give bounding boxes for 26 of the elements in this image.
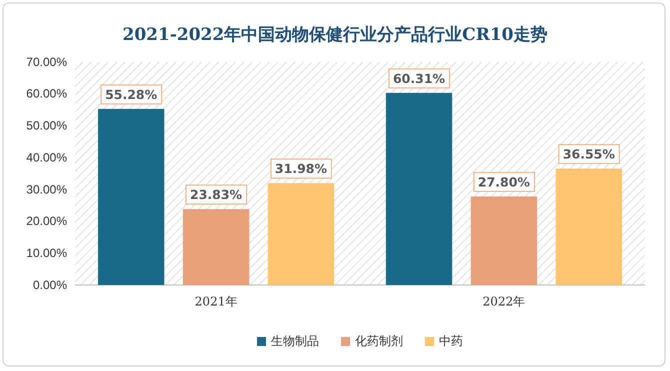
data-label: 23.83%: [190, 187, 243, 202]
x-tick-label: 2022年: [482, 294, 526, 309]
y-tick-label: 10.00%: [26, 246, 68, 260]
y-tick-label: 40.00%: [26, 150, 68, 164]
y-tick-label: 0.00%: [32, 278, 68, 292]
bar: [386, 92, 452, 285]
bar: [182, 209, 250, 285]
bar: [98, 108, 164, 285]
bar: [470, 196, 538, 285]
data-label: 36.55%: [562, 146, 616, 162]
y-tick-label: 60.00%: [26, 86, 68, 101]
y-tick-label: 70.00%: [26, 54, 68, 69]
legend-label: 生物制品: [271, 334, 319, 348]
data-label: 60.31%: [392, 70, 446, 86]
bar: [268, 183, 334, 285]
legend-label: 化药制剂: [355, 334, 403, 348]
data-label: 27.80%: [478, 174, 530, 190]
data-label: 55.28%: [105, 86, 158, 102]
x-tick-label: 2021年: [194, 294, 238, 309]
y-tick-label: 50.00%: [26, 118, 68, 133]
legend-label: 中药: [439, 334, 463, 348]
y-tick-label: 30.00%: [26, 182, 68, 196]
y-tick-label: 20.00%: [26, 214, 68, 228]
bar: [556, 168, 622, 285]
chart-title: 2021-2022年中国动物保健行业分产品行业CR10走势: [122, 25, 548, 45]
data-label: 31.98%: [274, 161, 328, 176]
